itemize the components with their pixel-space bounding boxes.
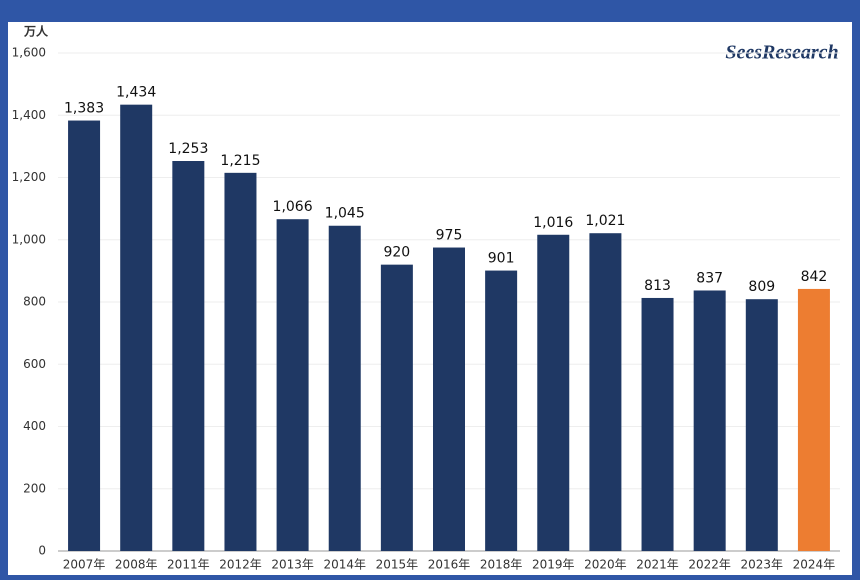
bar (172, 161, 205, 551)
bar (224, 172, 257, 552)
y-tick-label: 1,400 (12, 108, 46, 122)
value-label: 1,434 (116, 85, 156, 101)
x-tick-label: 2024年 (793, 558, 836, 572)
unit-label: 万人 (23, 24, 49, 39)
x-tick-label: 2023年 (741, 558, 784, 572)
value-label: 1,253 (168, 141, 208, 157)
x-tick-label: 2018年 (480, 558, 523, 572)
value-label: 901 (488, 251, 515, 267)
bar (485, 270, 518, 551)
x-tick-label: 2016年 (428, 558, 471, 572)
value-label: 920 (383, 245, 410, 261)
y-tick-label: 1,000 (12, 232, 46, 246)
bar (433, 247, 465, 551)
bar (120, 104, 153, 551)
value-label: 975 (436, 228, 463, 244)
value-label: 1,045 (325, 206, 365, 222)
bar (641, 297, 674, 551)
x-tick-label: 2014年 (323, 558, 366, 572)
bar (68, 120, 101, 551)
y-tick-label: 0 (38, 544, 46, 558)
value-label: 813 (644, 278, 671, 294)
y-tick-label: 600 (23, 357, 46, 371)
bar (276, 219, 309, 551)
bar (380, 264, 413, 551)
x-tick-label: 2015年 (376, 558, 419, 572)
x-tick-label: 2011年 (167, 558, 210, 572)
y-tick-label: 200 (23, 481, 46, 495)
value-label: 842 (801, 269, 828, 285)
value-label: 837 (696, 270, 723, 286)
bar (693, 290, 726, 551)
y-tick-label: 800 (23, 295, 46, 309)
value-label: 809 (748, 279, 775, 295)
x-tick-label: 2008年 (115, 558, 158, 572)
value-label: 1,215 (220, 153, 260, 169)
x-tick-label: 2007年 (63, 558, 106, 572)
y-tick-label: 1,200 (12, 170, 46, 184)
x-tick-label: 2012年 (219, 558, 262, 572)
value-label: 1,066 (273, 199, 313, 215)
bar (797, 288, 830, 551)
value-label: 1,383 (64, 101, 104, 117)
bar (537, 234, 570, 551)
value-label: 1,021 (585, 213, 625, 229)
x-tick-label: 2019年 (532, 558, 575, 572)
y-tick-label: 400 (23, 419, 46, 433)
bar (745, 299, 778, 551)
x-tick-label: 2021年 (636, 558, 679, 572)
x-tick-label: 2013年 (271, 558, 314, 572)
y-tick-label: 1,600 (12, 46, 46, 60)
x-tick-label: 2020年 (584, 558, 627, 572)
x-tick-label: 2022年 (688, 558, 731, 572)
bar (328, 225, 361, 551)
value-label: 1,016 (533, 215, 573, 231)
bar (589, 233, 622, 551)
